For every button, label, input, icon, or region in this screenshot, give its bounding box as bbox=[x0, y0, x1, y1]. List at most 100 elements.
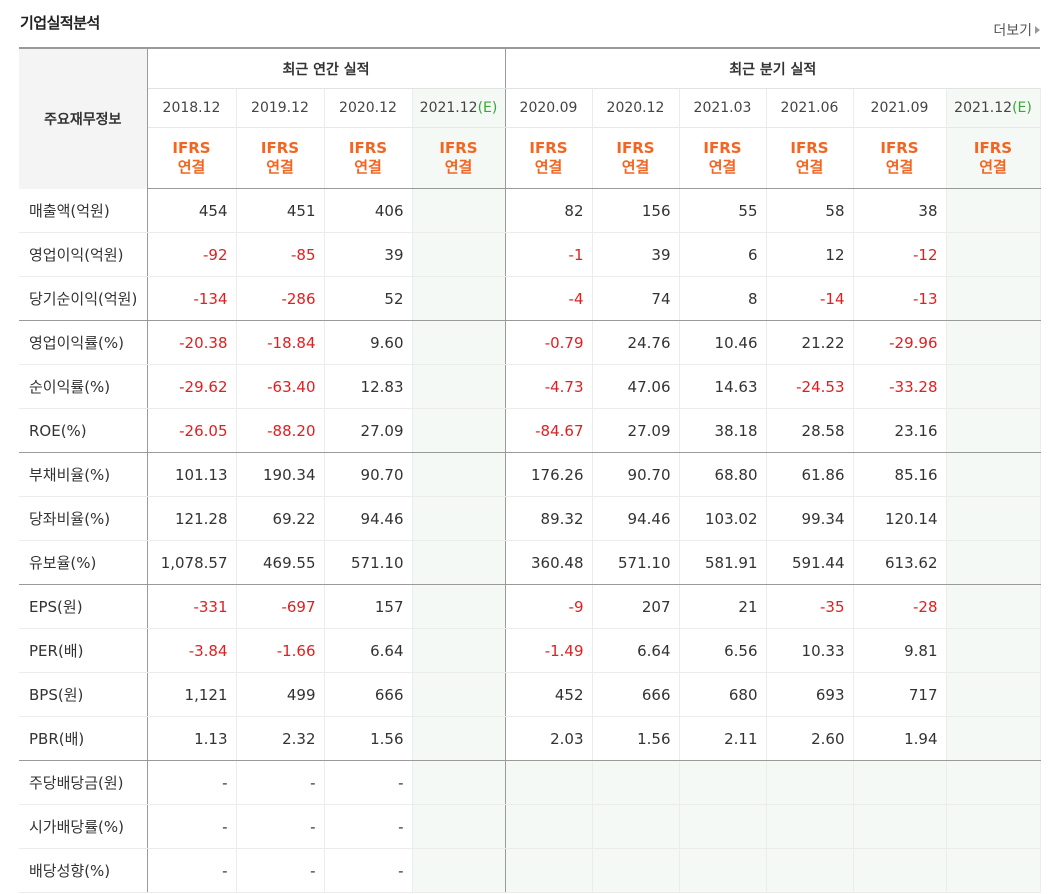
table-row: 시가배당률(%) - - - bbox=[19, 804, 1041, 849]
value-cell: 28.58 bbox=[766, 408, 854, 453]
value-cell bbox=[679, 760, 767, 805]
period-label: 2018.12 bbox=[162, 100, 221, 116]
row-label: 주당배당금(원) bbox=[19, 760, 148, 805]
table-row: 주당배당금(원) - - - bbox=[19, 760, 1041, 805]
row-header-label: 주요재무정보 bbox=[19, 48, 148, 189]
value-cell: 2.60 bbox=[766, 716, 854, 761]
value-cell: 99.34 bbox=[766, 496, 854, 541]
value-cell bbox=[412, 628, 506, 673]
ifrs-label: IFRS bbox=[260, 139, 300, 157]
value-cell: -4 bbox=[505, 276, 593, 321]
value-cell: 21 bbox=[679, 584, 767, 629]
chevron-right-icon bbox=[1035, 26, 1040, 34]
period-label: 2020.12 bbox=[339, 100, 397, 116]
estimate-marker: (E) bbox=[477, 100, 498, 116]
value-cell: 82 bbox=[505, 188, 593, 233]
value-cell: 39 bbox=[324, 232, 413, 277]
value-cell: 27.09 bbox=[592, 408, 680, 453]
row-label: 당좌비율(%) bbox=[19, 496, 148, 541]
value-cell bbox=[946, 628, 1041, 673]
value-cell: 157 bbox=[324, 584, 413, 629]
period-header: 2021.12(E) bbox=[412, 88, 506, 128]
value-cell: 58 bbox=[766, 188, 854, 233]
value-cell: 6.64 bbox=[324, 628, 413, 673]
consolidated-label: 연결 bbox=[885, 158, 914, 176]
value-cell bbox=[412, 848, 506, 893]
value-cell: -84.67 bbox=[505, 408, 593, 453]
more-link[interactable]: 더보기 bbox=[993, 20, 1040, 40]
value-cell: 2.32 bbox=[236, 716, 325, 761]
value-cell: 89.32 bbox=[505, 496, 593, 541]
value-cell: - bbox=[324, 804, 413, 849]
ifrs-basis: IFRS 연결 bbox=[946, 127, 1041, 189]
value-cell: 101.13 bbox=[147, 452, 237, 497]
ifrs-basis: IFRS 연결 bbox=[236, 127, 325, 189]
value-cell: 9.81 bbox=[853, 628, 947, 673]
value-cell: 156 bbox=[592, 188, 680, 233]
value-cell bbox=[946, 584, 1041, 629]
value-cell: - bbox=[147, 804, 237, 849]
value-cell bbox=[946, 716, 1041, 761]
value-cell: 452 bbox=[505, 672, 593, 717]
value-cell: -92 bbox=[147, 232, 237, 277]
value-cell: 38.18 bbox=[679, 408, 767, 453]
value-cell: 39 bbox=[592, 232, 680, 277]
row-label: 유보율(%) bbox=[19, 540, 148, 585]
period-label: 2021.03 bbox=[693, 100, 752, 116]
value-cell: -697 bbox=[236, 584, 325, 629]
ifrs-basis: IFRS 연결 bbox=[412, 127, 506, 189]
consolidated-label: 연결 bbox=[444, 158, 473, 176]
value-cell: -29.96 bbox=[853, 320, 947, 365]
ifrs-basis: IFRS 연결 bbox=[505, 127, 593, 189]
table-row: 배당성향(%) - - - bbox=[19, 848, 1041, 893]
value-cell: -14 bbox=[766, 276, 854, 321]
consolidated-label: 연결 bbox=[266, 158, 294, 176]
financial-table: 주요재무정보 최근 연간 실적 최근 분기 실적 2018.12 2019.12 2… bbox=[19, 47, 1041, 893]
value-cell: 24.76 bbox=[592, 320, 680, 365]
row-label: 배당성향(%) bbox=[19, 848, 148, 893]
value-cell: 717 bbox=[853, 672, 947, 717]
value-cell: -28 bbox=[853, 584, 947, 629]
value-cell: 68.80 bbox=[679, 452, 767, 497]
ifrs-label: IFRS bbox=[880, 139, 919, 157]
value-cell: -85 bbox=[236, 232, 325, 277]
value-cell: 6.64 bbox=[592, 628, 680, 673]
value-cell bbox=[592, 804, 680, 849]
value-cell: -9 bbox=[505, 584, 593, 629]
table-row: 영업이익률(%) -20.38 -18.84 9.60 -0.79 24.76 10.46 2… bbox=[19, 320, 1041, 365]
row-label: PBR(배) bbox=[19, 716, 148, 761]
value-cell: 1.13 bbox=[147, 716, 237, 761]
value-cell: - bbox=[324, 848, 413, 893]
period-label: 2021.06 bbox=[780, 100, 839, 116]
table-row: PBR(배) 1.13 2.32 1.56 2.03 1.56 2.11 2.60 1.94 bbox=[19, 716, 1041, 761]
ifrs-basis: IFRS 연결 bbox=[766, 127, 854, 189]
value-cell bbox=[946, 672, 1041, 717]
value-cell bbox=[592, 760, 680, 805]
value-cell bbox=[853, 804, 947, 849]
value-cell: 120.14 bbox=[853, 496, 947, 541]
period-label: 2021.09 bbox=[870, 100, 929, 116]
value-cell: -33.28 bbox=[853, 364, 947, 409]
value-cell: 666 bbox=[324, 672, 413, 717]
value-cell: 680 bbox=[679, 672, 767, 717]
value-cell: 10.46 bbox=[679, 320, 767, 365]
ifrs-label: IFRS bbox=[790, 139, 829, 157]
value-cell bbox=[853, 760, 947, 805]
table-row: 영업이익(억원) -92 -85 39 -1 39 6 12 -12 bbox=[19, 232, 1041, 277]
value-cell: 6 bbox=[679, 232, 767, 277]
value-cell: -3.84 bbox=[147, 628, 237, 673]
value-cell: 23.16 bbox=[853, 408, 947, 453]
value-cell bbox=[412, 408, 506, 453]
value-cell: 8 bbox=[679, 276, 767, 321]
value-cell: - bbox=[236, 804, 325, 849]
value-cell bbox=[412, 496, 506, 541]
row-label: 부채비율(%) bbox=[19, 452, 148, 497]
consolidated-label: 연결 bbox=[708, 158, 737, 176]
consolidated-label: 연결 bbox=[534, 158, 563, 176]
value-cell: -0.79 bbox=[505, 320, 593, 365]
value-cell bbox=[505, 804, 593, 849]
period-header: 2021.09 bbox=[853, 88, 947, 128]
consolidated-label: 연결 bbox=[621, 158, 650, 176]
value-cell bbox=[505, 848, 593, 893]
value-cell: 14.63 bbox=[679, 364, 767, 409]
